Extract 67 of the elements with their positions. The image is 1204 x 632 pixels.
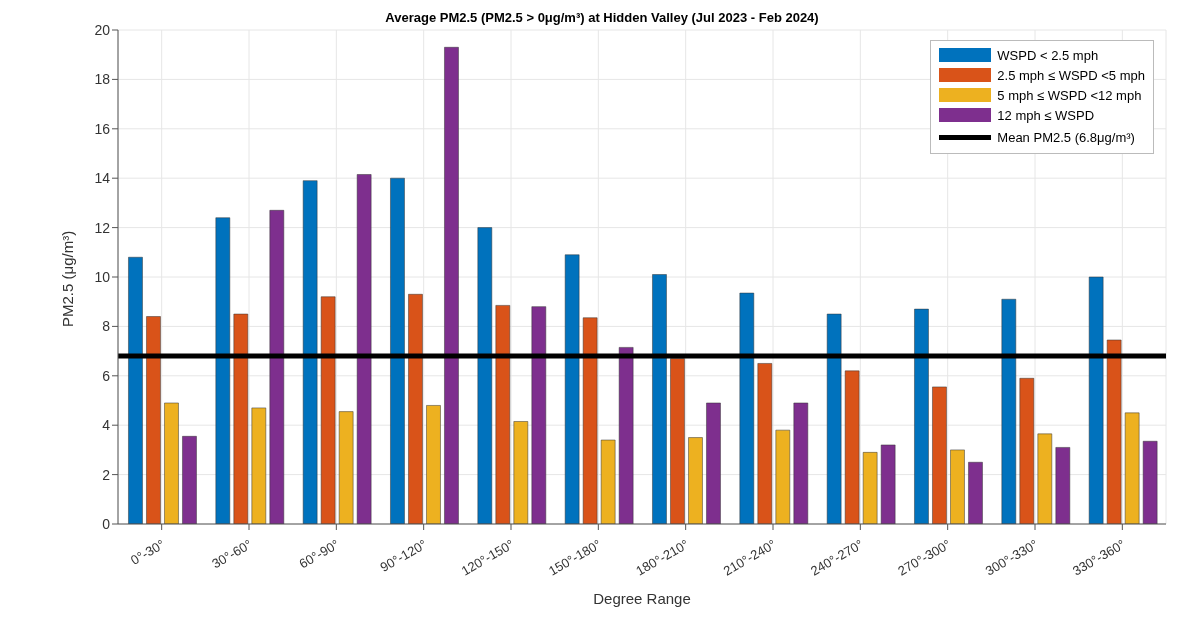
bar [390, 177, 405, 524]
y-tick-label: 12 [94, 219, 111, 236]
bar [495, 305, 511, 524]
y-tick-label: 14 [94, 170, 111, 187]
bar [215, 217, 231, 524]
bar [739, 292, 755, 524]
bar [1055, 447, 1071, 524]
bar [128, 256, 143, 524]
y-tick-label: 16 [94, 120, 111, 137]
y-tick-label: 4 [102, 417, 111, 434]
y-axis-title: PM2.5 (μg/m³) [59, 230, 77, 327]
bar [1124, 412, 1140, 524]
y-tick-label: 20 [94, 21, 111, 38]
bar [1001, 298, 1017, 524]
bar [844, 370, 860, 524]
bar [950, 449, 965, 524]
bar [146, 316, 161, 524]
y-tick-label: 8 [102, 318, 111, 335]
y-tick-label: 0 [102, 515, 111, 532]
bar [251, 407, 267, 524]
bar [862, 452, 878, 524]
bar [426, 405, 441, 524]
bar [1019, 378, 1035, 524]
bar [1088, 276, 1104, 524]
bar [688, 437, 703, 524]
bar [302, 180, 318, 524]
bar [757, 363, 773, 524]
bar [582, 317, 598, 524]
bar [564, 254, 580, 524]
bar [775, 429, 791, 524]
y-tick-label: 6 [102, 367, 111, 384]
x-axis-title: Degree Range [593, 590, 691, 607]
bar [652, 274, 667, 524]
bar [968, 462, 983, 524]
bar [618, 347, 634, 524]
bar [914, 308, 929, 524]
bar [513, 421, 529, 524]
bar [793, 402, 809, 524]
bar [880, 444, 896, 524]
y-tick-label: 2 [102, 466, 111, 483]
bar [233, 313, 249, 524]
bar [164, 402, 179, 524]
bar [1106, 339, 1122, 524]
legend-label: 5 mph ≤ WSPD <12 mph [997, 87, 1142, 103]
bar [600, 439, 616, 524]
bar [269, 210, 285, 524]
bar [444, 47, 459, 524]
bar [356, 174, 372, 524]
bar [531, 306, 547, 524]
bar [408, 294, 423, 524]
legend-label: 12 mph ≤ WSPD [997, 107, 1095, 123]
bar [670, 358, 685, 524]
legend-label: WSPD < 2.5 mph [997, 47, 1099, 63]
legend-label: 2.5 mph ≤ WSPD <5 mph [997, 67, 1145, 83]
bar [477, 227, 493, 524]
chart-title: Average PM2.5 (PM2.5 > 0μg/m³) at Hidden Valley (Jul 2023 - Feb 2024) [385, 10, 819, 25]
y-tick-label: 10 [94, 268, 111, 285]
legend-label: Mean PM2.5 (6.8μg/m³) [997, 129, 1135, 145]
bar [320, 296, 336, 524]
bar [932, 386, 947, 524]
bar [826, 313, 842, 524]
bar [1142, 441, 1158, 524]
bar [1037, 433, 1053, 524]
bar [706, 402, 721, 524]
y-tick-label: 18 [94, 71, 111, 88]
bar [182, 436, 197, 524]
bar [338, 411, 354, 524]
